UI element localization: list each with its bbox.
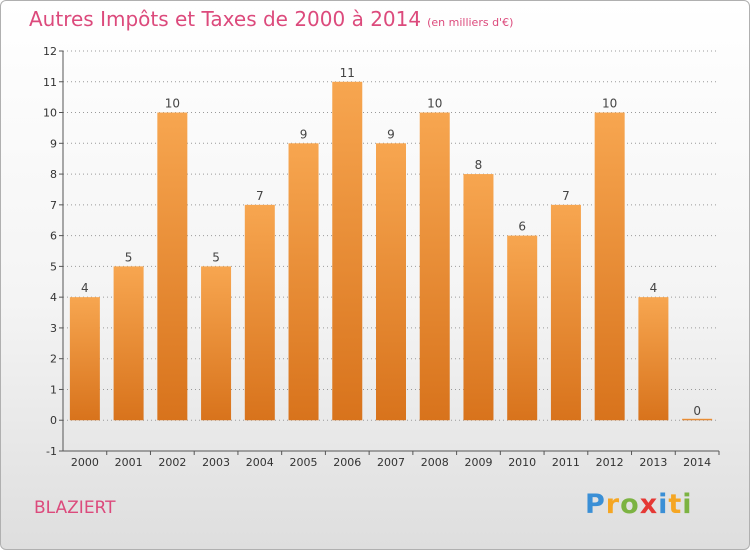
y-tick-label: 10 [43, 107, 57, 120]
bar [463, 174, 494, 421]
y-tick-label: 3 [50, 322, 57, 335]
bar-value-label: 9 [387, 127, 395, 141]
logo-letter: o [620, 489, 640, 520]
bar [201, 266, 232, 421]
bar [244, 204, 275, 421]
chart-title-text: Autres Impôts et Taxes de 2000 à 2014 [29, 7, 422, 31]
bar [157, 112, 188, 421]
bar [69, 297, 100, 421]
y-tick-label: 12 [43, 45, 57, 58]
x-tick-label: 2009 [464, 456, 492, 469]
x-tick-label: 2011 [552, 456, 580, 469]
bar [419, 112, 450, 421]
bar-value-label: 8 [475, 158, 483, 172]
bar [332, 81, 363, 421]
bar-value-label: 5 [125, 250, 133, 264]
bar-value-label: 10 [165, 97, 180, 111]
bar-value-label: 5 [212, 250, 220, 264]
bar [113, 266, 144, 421]
y-tick-label: -1 [46, 445, 57, 458]
chart-subtitle: (en milliers d'€) [427, 16, 514, 29]
y-tick-label: 2 [50, 353, 57, 366]
bar-value-label: 4 [650, 281, 658, 295]
chart-title: Autres Impôts et Taxes de 2000 à 2014 (en… [29, 7, 513, 31]
bar [507, 235, 538, 421]
y-tick-label: 9 [50, 137, 57, 150]
logo-letter: i [682, 489, 693, 520]
y-tick-label: 4 [50, 291, 57, 304]
x-tick-label: 2012 [596, 456, 624, 469]
bar [682, 418, 713, 421]
bar [288, 143, 319, 421]
x-tick-label: 2006 [333, 456, 361, 469]
x-tick-label: 2002 [158, 456, 186, 469]
bar [550, 204, 581, 421]
x-tick-label: 2014 [683, 456, 711, 469]
y-tick-label: 6 [50, 230, 57, 243]
bar [594, 112, 625, 421]
logo-letter: t [668, 489, 683, 520]
x-tick-label: 2008 [421, 456, 449, 469]
labels: -101234567891011124200052001102002520037… [43, 45, 711, 469]
commune-name: BLAZIERT [34, 498, 116, 518]
bar-value-label: 7 [562, 189, 570, 203]
y-tick-label: 7 [50, 199, 57, 212]
y-tick-label: 11 [43, 76, 57, 89]
x-tick-label: 2005 [290, 456, 318, 469]
bar [376, 143, 406, 421]
x-tick-label: 2003 [202, 456, 230, 469]
y-tick-label: 8 [50, 168, 57, 181]
y-tick-label: 5 [50, 260, 57, 273]
x-tick-label: 2010 [508, 456, 536, 469]
proxiti-logo: Proxiti [585, 489, 693, 520]
y-tick-label: 0 [50, 414, 57, 427]
bar-value-label: 4 [81, 281, 89, 295]
bar-value-label: 0 [693, 404, 701, 418]
bar-value-label: 10 [427, 97, 442, 111]
x-tick-label: 2001 [115, 456, 143, 469]
x-tick-label: 2000 [71, 456, 99, 469]
logo-letter: i [658, 489, 669, 520]
bar-value-label: 10 [602, 97, 617, 111]
bar-value-label: 7 [256, 189, 264, 203]
bar-value-label: 11 [340, 66, 355, 80]
bar [638, 297, 669, 421]
bar-value-label: 9 [300, 127, 308, 141]
logo-letter: P [585, 489, 606, 520]
axes [59, 50, 720, 455]
x-tick-label: 2013 [639, 456, 667, 469]
y-tick-label: 1 [50, 383, 57, 396]
bar-value-label: 6 [518, 220, 526, 234]
logo-letter: r [605, 489, 621, 520]
bars [69, 81, 713, 421]
logo-letter: x [639, 489, 659, 520]
x-tick-label: 2004 [246, 456, 274, 469]
x-tick-label: 2007 [377, 456, 405, 469]
